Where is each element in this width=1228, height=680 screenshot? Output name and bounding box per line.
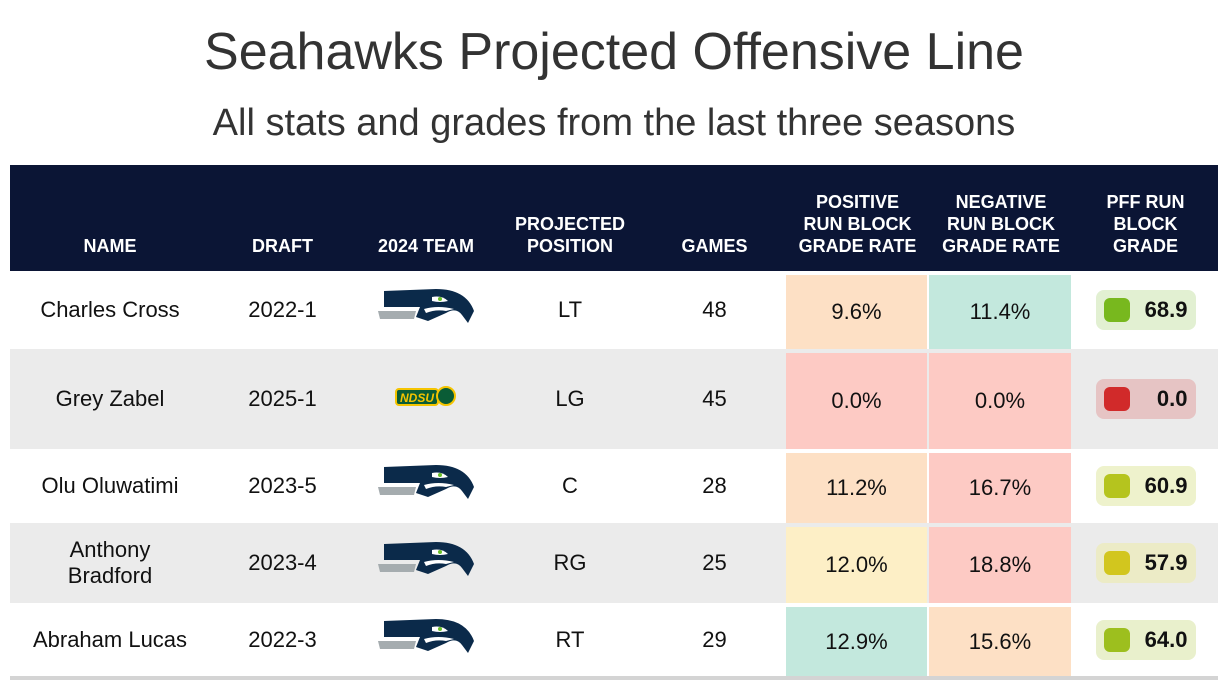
negative-rate-cell: 15.6% (929, 603, 1073, 680)
table-row: Charles Cross 2022-1 LT 48 9.6% 11.4% 68… (10, 271, 1218, 349)
positive-rate: 12.0% (786, 527, 927, 603)
header-games: GAMES (643, 165, 786, 271)
draft: 2022-1 (248, 297, 317, 322)
table-row: Olu Oluwatimi 2023-5 C 28 11.2% 16.7% 60… (10, 449, 1218, 523)
player-name: Olu Oluwatimi (41, 473, 179, 498)
ndsu-logo-icon: NDSU (395, 386, 456, 406)
seahawks-logo-icon (378, 542, 474, 576)
header-draft: DRAFT (210, 165, 355, 271)
team-logo (355, 271, 497, 349)
negative-rate: 16.7% (929, 453, 1071, 523)
seahawks-logo-icon (378, 289, 474, 323)
draft: 2022-3 (210, 603, 355, 680)
draft: 2023-5 (248, 473, 317, 498)
team-logo (355, 603, 497, 680)
player-name: Abraham Lucas (10, 603, 210, 680)
seahawks-logo-icon (378, 618, 474, 653)
team-logo: NDSU (355, 349, 497, 449)
positive-rate-cell: 11.2% (786, 449, 929, 523)
projected-position: LG (497, 349, 643, 449)
grade-badge: 68.9 (1095, 290, 1196, 330)
grade-cell: 0.0 (1073, 349, 1218, 449)
positive-rate: 9.6% (786, 275, 927, 349)
grade-color-dot (1103, 474, 1130, 498)
negative-rate-cell: 16.7% (929, 449, 1073, 523)
positive-rate-cell: 0.0% (786, 349, 929, 449)
games: 25 (643, 523, 786, 603)
seahawks-logo-icon (378, 465, 474, 499)
projected-position: RT (497, 603, 643, 680)
projected-position: RG (497, 523, 643, 603)
draft: 2025-1 (210, 349, 355, 449)
projected-position: C (562, 473, 578, 498)
header-negative-rate: NEGATIVE RUN BLOCK GRADE RATE (929, 165, 1073, 271)
grade-cell: 68.9 (1073, 271, 1218, 349)
player-name: Anthony Bradford (10, 523, 210, 603)
grade-color-dot (1103, 387, 1130, 411)
svg-text:NDSU: NDSU (400, 391, 434, 405)
positive-rate: 12.9% (786, 607, 927, 676)
header-team: 2024 TEAM (355, 165, 497, 271)
table-row: Anthony Bradford 2023-4 RG 25 12.0% 18.8… (10, 523, 1218, 603)
grade-cell: 64.0 (1073, 603, 1218, 680)
grade-value: 68.9 (1144, 297, 1188, 322)
grade-value: 64.0 (1144, 626, 1188, 652)
grade-value: 0.0 (1156, 386, 1188, 411)
table-row: Grey Zabel 2025-1 NDSU LG 45 0.0% 0.0% 0… (10, 349, 1218, 449)
grade-badge: 60.9 (1095, 466, 1196, 506)
header-name: NAME (10, 165, 210, 271)
team-logo (355, 523, 497, 603)
player-name: Charles Cross (40, 297, 180, 322)
grade-badge: 57.9 (1095, 543, 1196, 583)
games: 45 (643, 349, 786, 449)
grade-cell: 57.9 (1073, 523, 1218, 603)
grade-color-dot (1103, 551, 1130, 575)
games: 28 (702, 473, 727, 498)
header-position: PROJECTED POSITION (497, 165, 643, 271)
header-positive-rate: POSITIVE RUN BLOCK GRADE RATE (786, 165, 929, 271)
projected-position: LT (557, 297, 583, 322)
grade-value: 60.9 (1144, 473, 1188, 498)
games: 48 (702, 297, 727, 322)
header-row: NAME DRAFT 2024 TEAM PROJECTED POSITION … (10, 165, 1218, 271)
negative-rate: 15.6% (929, 607, 1071, 676)
team-logo (355, 449, 497, 523)
table-row: Abraham Lucas 2022-3 RT 29 12.9% 15.6% 6… (10, 603, 1218, 680)
negative-rate: 0.0% (929, 353, 1071, 449)
negative-rate-cell: 11.4% (929, 271, 1073, 349)
grade-color-dot (1103, 627, 1130, 652)
negative-rate: 18.8% (929, 527, 1071, 603)
negative-rate-cell: 18.8% (929, 523, 1073, 603)
grade-badge: 0.0 (1095, 379, 1196, 419)
games: 29 (643, 603, 786, 680)
grade-badge: 64.0 (1095, 619, 1196, 660)
positive-rate-cell: 12.9% (786, 603, 929, 680)
draft: 2023-4 (210, 523, 355, 603)
positive-rate-cell: 9.6% (786, 271, 929, 349)
positive-rate-cell: 12.0% (786, 523, 929, 603)
negative-rate: 11.4% (929, 275, 1071, 349)
offensive-line-table: NAME DRAFT 2024 TEAM PROJECTED POSITION … (10, 165, 1218, 680)
positive-rate: 0.0% (786, 353, 927, 449)
header-grade: PFF RUN BLOCK GRADE (1073, 165, 1218, 271)
grade-cell: 60.9 (1073, 449, 1218, 523)
positive-rate: 11.2% (786, 453, 927, 523)
grade-value: 57.9 (1144, 550, 1188, 575)
page-title: Seahawks Projected Offensive Line (204, 23, 1024, 81)
page-subtitle: All stats and grades from the last three… (212, 102, 1016, 144)
negative-rate-cell: 0.0% (929, 349, 1073, 449)
player-name: Grey Zabel (10, 349, 210, 449)
grade-color-dot (1103, 298, 1130, 322)
